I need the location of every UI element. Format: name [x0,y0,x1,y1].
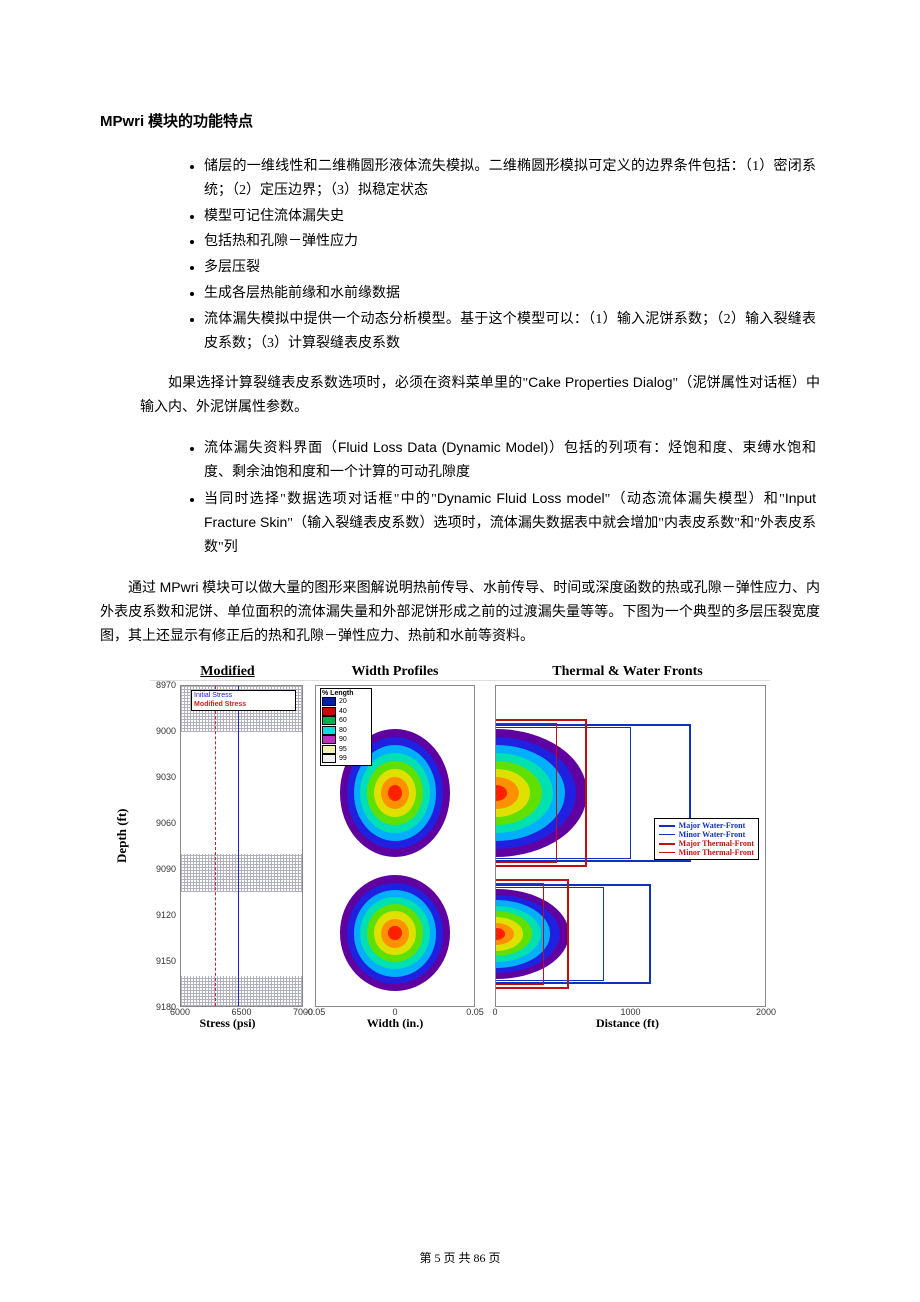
figure: Modified Width Profiles Thermal & Water … [150,664,770,1030]
paragraph-cake-dialog: 如果选择计算裂缝表皮系数选项时，必须在资料菜单里的"Cake Propertie… [140,371,820,420]
feature-list-2: 流体漏失资料界面（Fluid Loss Data (Dynamic Model)… [100,436,820,560]
feature-item: 储层的一维线性和二维椭圆形液体流失模拟。二维椭圆形模拟可定义的边界条件包括：（1… [204,155,820,203]
page-number: 第 5 页 共 86 页 [0,1249,920,1266]
feature-item: 包括热和孔隙－弹性应力 [204,230,820,254]
figure-panels: Depth (ft) 89709000903090609090912091509… [150,680,770,1030]
plot-stress: Initial Stress Modified Stress [180,685,303,1007]
stress-legend: Initial Stress Modified Stress [191,690,296,711]
panel-width: % Length 20406080909599 -0.0500.05 Width… [305,680,485,1031]
para2-pre: 通过 [128,581,160,596]
legend-modified-stress: Modified Stress [194,701,293,709]
front-legend: Major Water-FrontMinor Water-FrontMajor … [654,818,759,860]
para2-post: 模块可以做大量的图形来图解说明热前传导、水前传导、时间或深度函数的热或孔隙－弹性… [100,581,820,644]
heading-cn: 模块的功能特点 [144,114,253,130]
paragraph-summary: 通过 MPwri 模块可以做大量的图形来图解说明热前传导、水前传导、时间或深度函… [100,576,820,648]
panel-stress: 89709000903090609090912091509180 Initial… [150,680,305,1031]
para2-latin: MPwri [160,579,199,595]
figure-title-width: Width Profiles [305,664,485,680]
legend-initial-stress: Initial Stress [194,692,293,700]
yaxis-label: Depth (ft) [114,809,130,864]
y-ticks: 89709000903090609090912091509180 [150,685,178,1007]
plot-fronts: Major Water-FrontMinor Water-FrontMajor … [495,685,766,1007]
figure-title-modified: Modified [150,664,305,680]
xlabel-stress: Stress (psi) [150,1016,305,1031]
feature-item: 当同时选择"数据选项对话框"中的"Dynamic Fluid Loss mode… [204,487,820,560]
feature-list-1: 储层的一维线性和二维椭圆形液体流失模拟。二维椭圆形模拟可定义的边界条件包括：（1… [100,155,820,355]
section-heading: MPwri 模块的功能特点 [100,110,820,131]
xlabel-distance: Distance (ft) [485,1016,770,1031]
heading-latin: MPwri [100,113,144,130]
figure-titles: Modified Width Profiles Thermal & Water … [150,664,770,680]
feature-item: 生成各层热能前缘和水前缘数据 [204,282,820,306]
feature-item: 模型可记住流体漏失史 [204,205,820,229]
plot-width: % Length 20406080909599 [315,685,475,1007]
para1-latin: Cake Properties Dialog [528,374,672,390]
figure-title-fronts: Thermal & Water Fronts [485,664,770,680]
xlabel-width: Width (in.) [305,1016,485,1031]
width-legend-title: % Length [322,690,370,697]
para1-pre: 如果选择计算裂缝表皮系数选项时，必须在资料菜单里的" [168,376,528,391]
width-legend: % Length 20406080909599 [320,688,372,766]
panel-fronts: Major Water-FrontMinor Water-FrontMajor … [485,680,770,1031]
feature-item: 多层压裂 [204,256,820,280]
feature-item: 流体漏失模拟中提供一个动态分析模型。基于这个模型可以：（1）输入泥饼系数；（2）… [204,308,820,356]
feature-item: 流体漏失资料界面（Fluid Loss Data (Dynamic Model)… [204,436,820,485]
